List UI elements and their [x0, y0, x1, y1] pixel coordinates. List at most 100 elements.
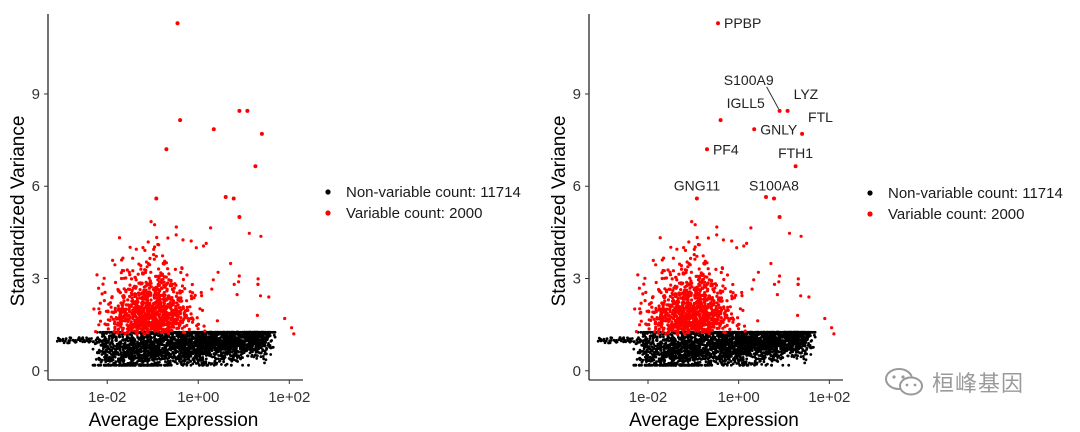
point-non-variable — [157, 334, 160, 337]
point-non-variable — [266, 330, 270, 334]
point-non-variable — [263, 361, 266, 365]
point-non-variable — [194, 339, 197, 343]
point-non-variable — [223, 356, 227, 359]
point-variable — [152, 320, 156, 324]
point-non-variable — [241, 363, 245, 367]
point-non-variable — [183, 351, 187, 355]
point-variable — [191, 291, 195, 295]
point-non-variable — [100, 358, 104, 362]
point-variable — [118, 291, 122, 295]
point-variable — [186, 316, 190, 320]
point-top-variable — [259, 131, 264, 136]
point-variable — [132, 300, 136, 304]
point-non-variable — [152, 348, 155, 352]
point-non-variable — [698, 360, 702, 364]
point-variable — [145, 302, 149, 306]
point-non-variable — [124, 355, 128, 359]
point-non-variable — [109, 345, 113, 349]
point-non-variable — [198, 356, 202, 359]
point-non-variable — [126, 339, 130, 343]
point-variable — [169, 278, 173, 283]
point-non-variable — [209, 362, 213, 366]
point-non-variable — [147, 350, 151, 354]
point-non-variable — [113, 363, 117, 367]
point-variable — [154, 318, 158, 322]
point-variable — [101, 282, 105, 286]
point-non-variable — [715, 330, 719, 334]
point-non-variable — [150, 354, 154, 357]
point-variable — [161, 297, 165, 301]
point-variable — [141, 318, 145, 322]
point-non-variable — [97, 363, 101, 367]
point-non-variable — [105, 341, 108, 345]
point-variable — [181, 320, 185, 324]
point-variable — [145, 299, 149, 303]
point-variable — [144, 323, 149, 327]
point-non-variable — [781, 363, 785, 367]
point-non-variable — [248, 340, 252, 344]
point-variable — [158, 297, 162, 301]
point-non-variable — [218, 341, 222, 345]
point-variable — [97, 286, 101, 290]
point-variable — [106, 323, 110, 327]
point-variable — [172, 286, 176, 290]
point-non-variable — [96, 336, 100, 339]
point-non-variable — [131, 363, 135, 367]
point-non-variable — [239, 345, 243, 349]
point-variable — [161, 317, 165, 321]
point-non-variable — [242, 339, 246, 343]
point-non-variable — [150, 344, 154, 348]
point-variable — [292, 332, 296, 336]
point-non-variable — [205, 353, 208, 357]
point-non-variable — [185, 362, 189, 366]
point-variable — [183, 287, 187, 291]
point-variable — [122, 299, 126, 303]
point-non-variable — [244, 346, 248, 349]
point-variable — [185, 305, 189, 309]
point-non-variable — [701, 333, 705, 337]
point-non-variable — [667, 339, 671, 343]
point-non-variable — [133, 339, 137, 343]
point-variable — [173, 267, 177, 271]
point-variable — [166, 303, 170, 307]
point-non-variable — [242, 345, 246, 348]
point-variable — [193, 293, 197, 297]
point-non-variable — [250, 353, 254, 357]
point-variable — [135, 318, 139, 322]
point-non-variable — [194, 335, 198, 338]
point-non-variable — [193, 331, 197, 335]
point-non-variable — [123, 341, 127, 345]
point-non-variable — [198, 351, 201, 355]
point-non-variable — [108, 330, 112, 334]
point-variable — [162, 280, 166, 284]
point-variable — [165, 297, 169, 301]
point-non-variable — [192, 349, 195, 353]
point-variable — [164, 319, 168, 323]
point-non-variable — [232, 331, 236, 335]
y-tick-label: 9 — [32, 86, 40, 103]
point-non-variable — [269, 353, 273, 356]
point-variable — [106, 310, 110, 314]
point-non-variable — [227, 338, 230, 341]
point-variable — [119, 325, 123, 329]
point-variable — [185, 299, 189, 303]
point-non-variable — [121, 335, 125, 339]
point-variable — [134, 325, 138, 329]
point-variable — [122, 294, 126, 298]
point-non-variable — [795, 357, 799, 360]
point-variable — [173, 282, 177, 286]
point-non-variable — [769, 354, 773, 358]
point-variable — [130, 329, 134, 333]
point-non-variable — [77, 336, 81, 340]
point-variable — [172, 290, 176, 294]
point-non-variable — [234, 340, 238, 344]
point-variable — [137, 325, 141, 329]
point-variable — [171, 299, 175, 303]
point-non-variable — [136, 360, 140, 363]
point-non-variable — [222, 347, 226, 350]
point-variable — [106, 327, 110, 331]
point-variable — [140, 303, 144, 307]
point-non-variable — [706, 357, 710, 361]
point-non-variable — [120, 345, 124, 349]
point-non-variable — [230, 345, 234, 348]
